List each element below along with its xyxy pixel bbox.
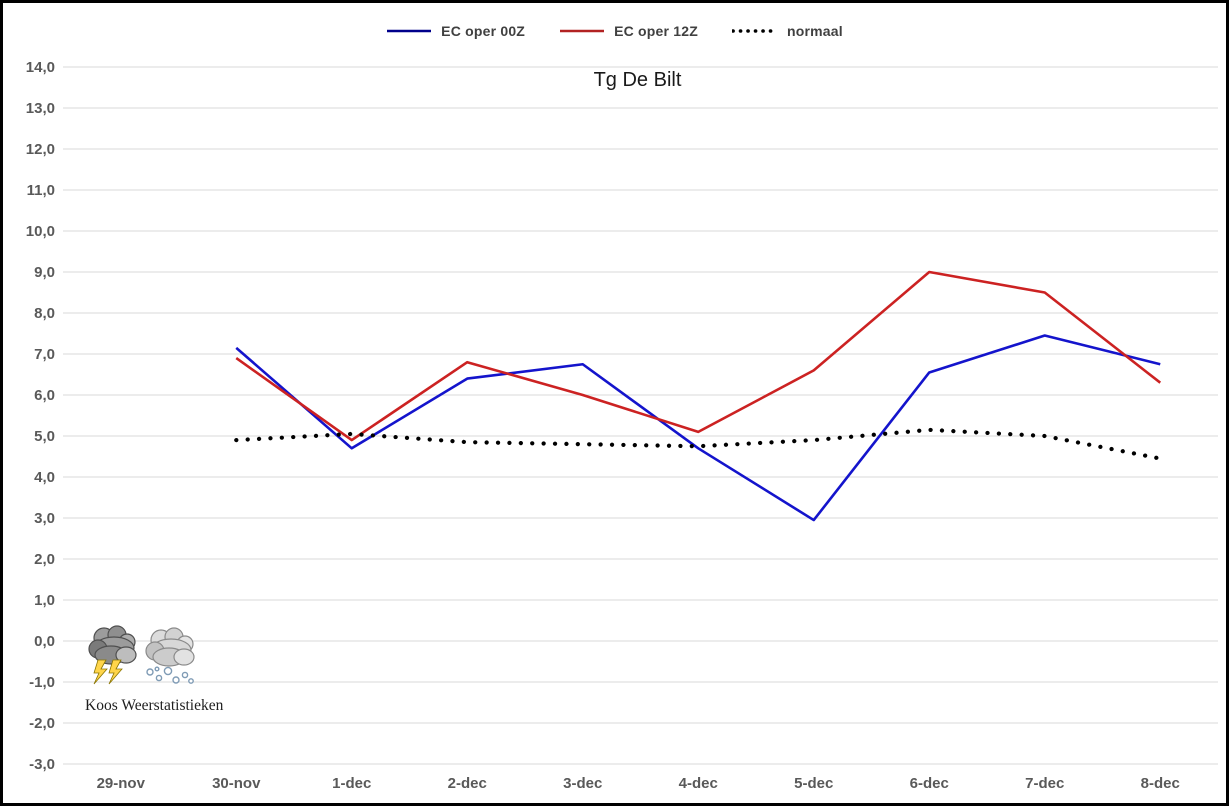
x-tick-label: 8-dec: [1141, 775, 1180, 792]
x-tick-label: 7-dec: [1025, 775, 1064, 792]
y-tick-label: 12,0: [26, 141, 55, 158]
x-tick-label: 5-dec: [794, 775, 833, 792]
y-tick-label: 2,0: [34, 551, 55, 568]
series-line-ec-oper-12z: [235, 270, 1162, 442]
y-tick-label: -2,0: [29, 715, 55, 732]
y-tick-label: 1,0: [34, 592, 55, 609]
x-tick-label: 30-nov: [212, 775, 261, 792]
x-tick-label: 6-dec: [910, 775, 949, 792]
y-tick-label: -1,0: [29, 674, 55, 691]
x-tick-label: 2-dec: [448, 775, 487, 792]
lightning-bolts: [93, 659, 123, 685]
y-tick-label: 10,0: [26, 223, 55, 240]
y-tick-label: 0,0: [34, 633, 55, 650]
y-tick-label: 7,0: [34, 346, 55, 363]
credit-text: Koos Weerstatistieken: [85, 697, 224, 714]
y-tick-label: 8,0: [34, 305, 55, 322]
series-line-ec-oper-00z: [235, 334, 1161, 522]
y-tick-label: 4,0: [34, 469, 55, 486]
snowflakes: [146, 666, 194, 684]
weather-icons: [85, 623, 215, 685]
thunderstorm-icon: [88, 625, 137, 685]
y-tick-label: 9,0: [34, 264, 55, 281]
chart-title: Tg De Bilt: [593, 69, 682, 91]
y-tick-label: 13,0: [26, 100, 55, 117]
y-tick-label: 3,0: [34, 510, 55, 527]
x-tick-label: 3-dec: [563, 775, 602, 792]
x-tick-label: 4-dec: [679, 775, 718, 792]
branding-block: Koos Weerstatistieken: [85, 623, 224, 715]
x-tick-label: 1-dec: [332, 775, 371, 792]
snow-icon: [145, 627, 195, 684]
y-tick-label: 6,0: [34, 387, 55, 404]
y-tick-label: 11,0: [27, 182, 55, 199]
y-tick-label: 5,0: [34, 428, 55, 445]
y-tick-label: -3,0: [29, 756, 55, 773]
y-tick-label: 14,0: [26, 59, 55, 76]
x-tick-label: 29-nov: [97, 775, 146, 792]
line-chart-plot: 14,0 13,0 12,0 11,0 10,0 9,0 8,0 7,0 6,0 5,0 4,0 3,…: [26, 59, 1218, 792]
